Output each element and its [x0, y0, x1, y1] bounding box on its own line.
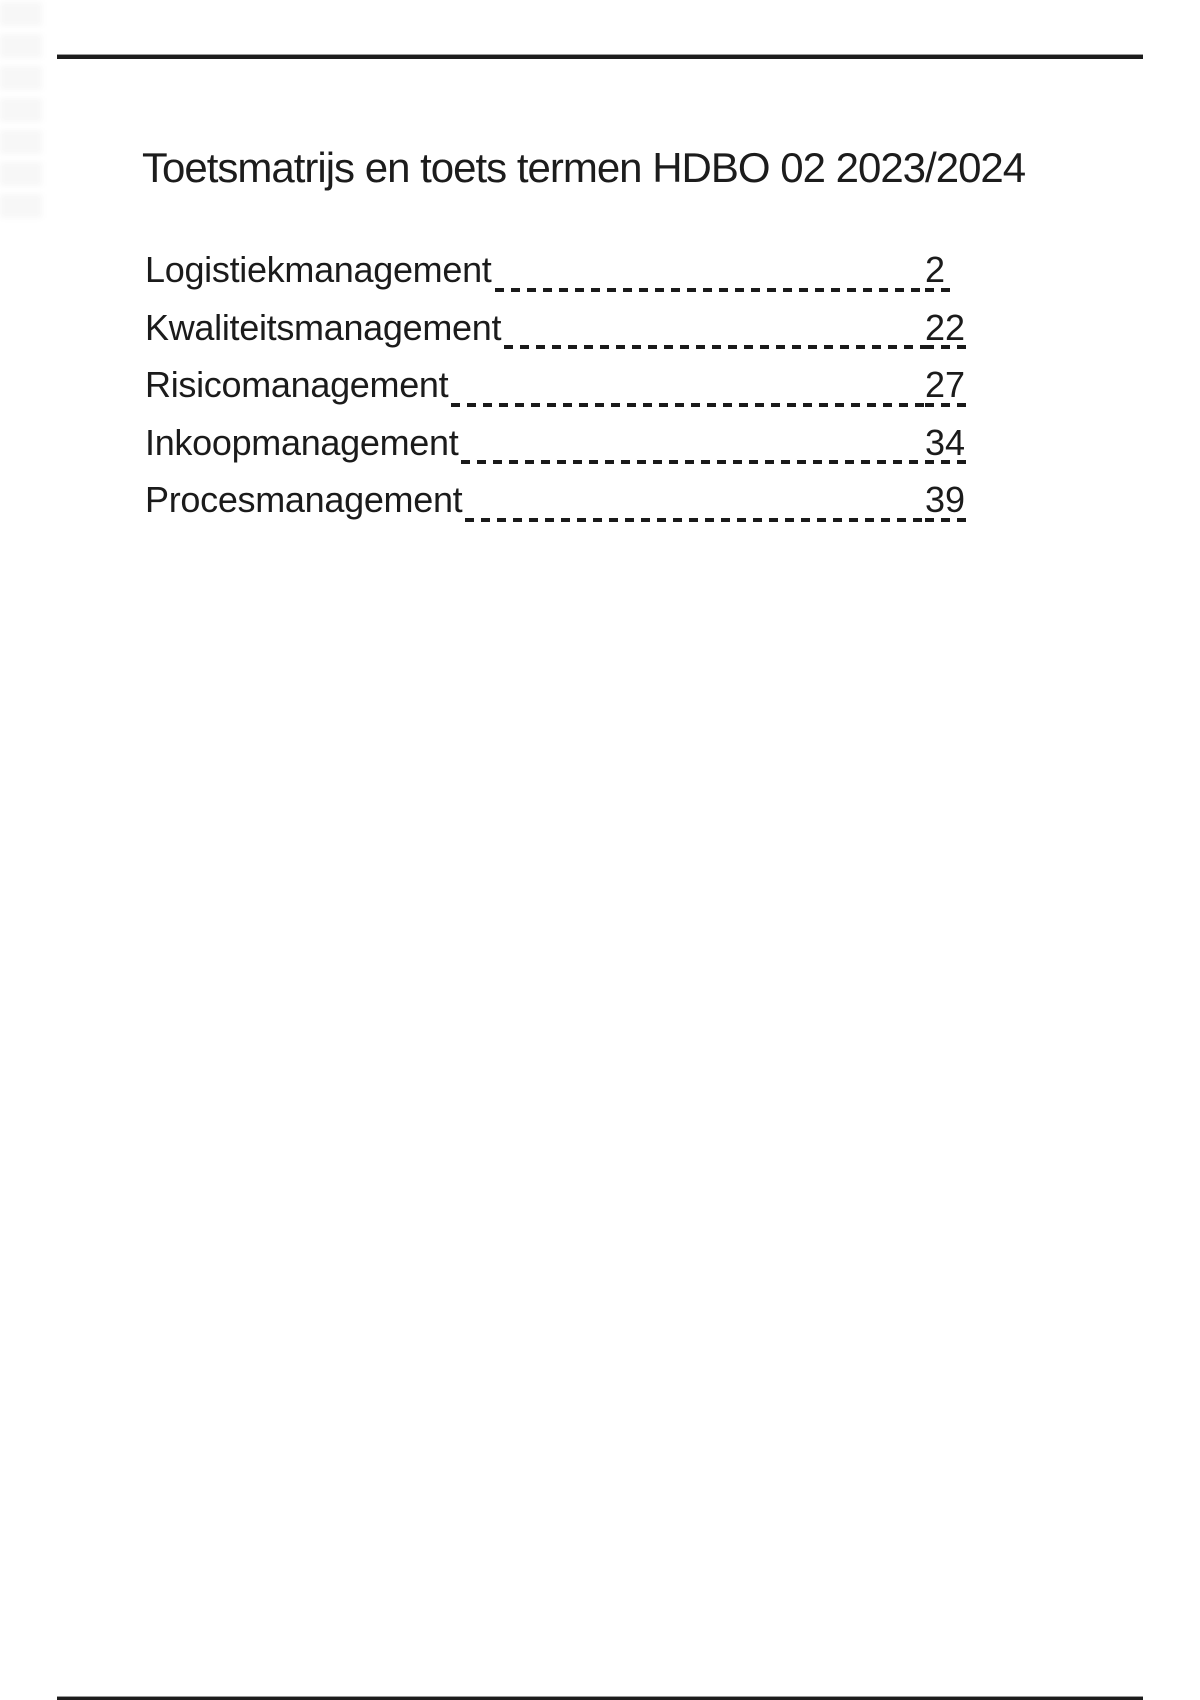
toc-leader-dashes: [465, 517, 925, 522]
scan-artifact: [0, 34, 42, 58]
toc-entry: Inkoopmanagement 34: [145, 413, 972, 471]
toc-list: Logistiekmanagement 2 Kwaliteitsmanageme…: [145, 241, 972, 529]
toc-entry: Kwaliteitsmanagement 22: [145, 298, 972, 356]
toc-entry-page: 22: [925, 298, 972, 356]
page-title: Toetsmatrijs en toets termen HDBO 02 202…: [142, 144, 1026, 191]
toc-entry: Logistiekmanagement 2: [145, 241, 952, 299]
toc-leader-dashes: [461, 460, 925, 464]
toc-entry-label: Procesmanagement: [145, 479, 463, 520]
footer-rule: [57, 1696, 1143, 1700]
scan-artifacts: [0, 0, 48, 230]
toc-entry-page: 2: [925, 241, 952, 299]
toc-entry-page: 34: [925, 413, 972, 471]
toc-entry: Risicomanagement 27: [145, 356, 972, 414]
toc-entry: Procesmanagement 39: [145, 471, 972, 529]
toc-entry-page: 39: [925, 471, 972, 529]
toc-leader-dashes: [451, 402, 925, 407]
header-rule: [57, 54, 1143, 59]
scan-artifact: [0, 2, 42, 26]
scan-artifact: [0, 194, 42, 218]
toc-entry-label: Logistiekmanagement: [145, 249, 492, 290]
toc-entry-label: Inkoopmanagement: [145, 421, 459, 463]
toc-leader-dashes: [504, 345, 925, 349]
scan-artifact: [0, 130, 42, 154]
toc-entry-label: Kwaliteitsmanagement: [145, 306, 502, 348]
toc-entry-label: Risicomanagement: [145, 364, 449, 405]
scan-artifact: [0, 66, 42, 90]
toc-entry-page: 27: [925, 356, 972, 414]
scan-artifact: [0, 162, 42, 186]
toc-leader-dashes: [494, 287, 925, 292]
scan-artifact: [0, 98, 42, 122]
